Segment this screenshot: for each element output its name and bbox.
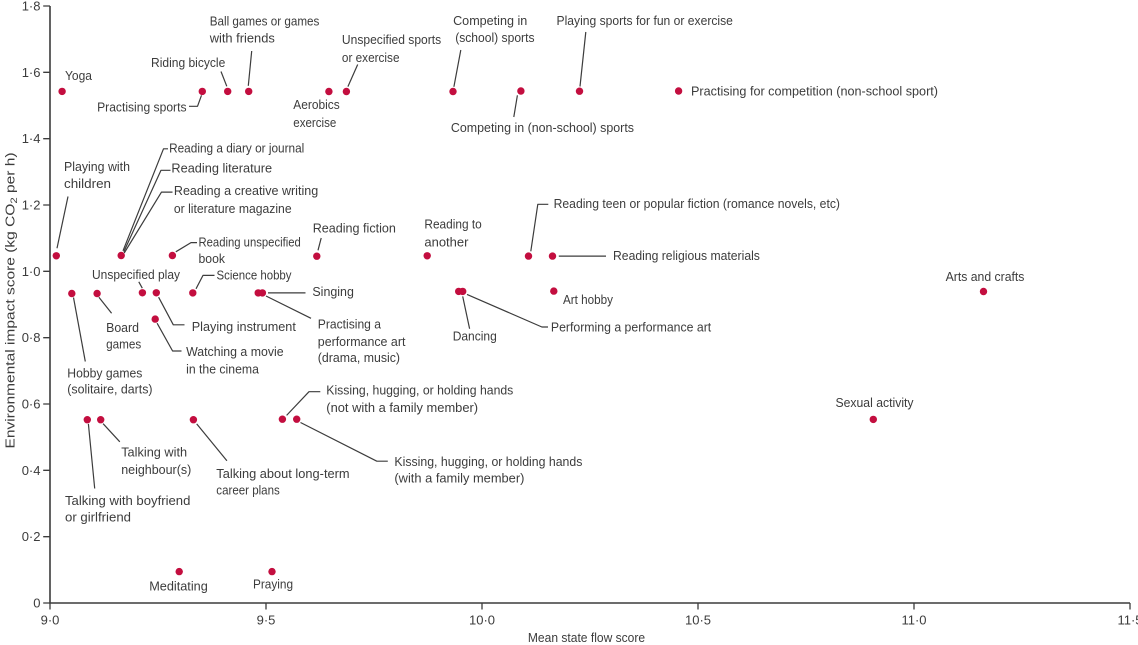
- svg-text:games: games: [106, 337, 142, 352]
- svg-text:Praying: Praying: [253, 577, 293, 592]
- svg-text:Practising sports: Practising sports: [97, 100, 187, 115]
- svg-text:Practising for competition (no: Practising for competition (non-school s…: [691, 84, 938, 99]
- svg-text:1·6: 1·6: [22, 65, 41, 80]
- svg-text:Practising a: Practising a: [318, 316, 382, 331]
- svg-text:11·0: 11·0: [901, 613, 926, 628]
- svg-text:10·0: 10·0: [469, 613, 495, 628]
- svg-text:Reading religious materials: Reading religious materials: [613, 248, 760, 263]
- svg-text:Talking with: Talking with: [121, 445, 187, 460]
- svg-text:0·8: 0·8: [22, 330, 41, 345]
- svg-text:Reading fiction: Reading fiction: [313, 220, 396, 235]
- svg-text:Yoga: Yoga: [65, 68, 93, 83]
- svg-text:0·6: 0·6: [22, 397, 41, 412]
- svg-text:Riding bicycle: Riding bicycle: [151, 55, 225, 70]
- svg-text:Talking about long-term: Talking about long-term: [216, 466, 349, 481]
- svg-text:Hobby games: Hobby games: [67, 366, 143, 381]
- svg-text:Singing: Singing: [312, 284, 354, 299]
- svg-text:Reading to: Reading to: [424, 217, 481, 232]
- svg-text:9·5: 9·5: [257, 613, 276, 628]
- svg-text:Competing in (non-school) spor: Competing in (non-school) sports: [451, 120, 635, 135]
- svg-text:Reading a creative writing: Reading a creative writing: [174, 183, 318, 198]
- svg-text:Ball games or games: Ball games or games: [210, 14, 320, 29]
- svg-text:Kissing, hugging, or holding h: Kissing, hugging, or holding hands: [326, 382, 513, 397]
- svg-text:Science hobby: Science hobby: [217, 268, 292, 283]
- svg-text:Performing a performance art: Performing a performance art: [551, 320, 712, 335]
- svg-text:with friends: with friends: [209, 31, 276, 46]
- svg-text:Meditating: Meditating: [149, 579, 208, 594]
- svg-text:Board: Board: [106, 320, 139, 335]
- svg-text:(drama, music): (drama, music): [318, 350, 400, 365]
- svg-text:(school) sports: (school) sports: [455, 30, 535, 45]
- svg-text:Arts and crafts: Arts and crafts: [946, 269, 1025, 284]
- svg-text:9·0: 9·0: [41, 613, 60, 628]
- svg-text:career plans: career plans: [216, 482, 280, 497]
- svg-text:or girlfriend: or girlfriend: [65, 509, 131, 524]
- svg-text:Sexual activity: Sexual activity: [835, 395, 914, 410]
- svg-text:Unspecified play: Unspecified play: [92, 267, 180, 282]
- svg-text:Kissing, hugging, or holding h: Kissing, hugging, or holding hands: [394, 454, 582, 469]
- svg-text:Talking with boyfriend: Talking with boyfriend: [65, 493, 190, 508]
- svg-text:(not with a family member): (not with a family member): [326, 400, 478, 415]
- svg-text:0·4: 0·4: [22, 463, 41, 478]
- svg-text:Playing sports for fun or exer: Playing sports for fun or exercise: [557, 13, 733, 28]
- svg-text:Aerobics: Aerobics: [293, 97, 340, 112]
- svg-text:1·8: 1·8: [22, 0, 41, 14]
- svg-text:0·2: 0·2: [22, 529, 41, 544]
- svg-text:Watching a movie: Watching a movie: [186, 344, 284, 359]
- svg-text:Mean state flow score: Mean state flow score: [528, 630, 645, 645]
- svg-text:exercise: exercise: [293, 115, 336, 130]
- svg-text:Unspecified sports: Unspecified sports: [342, 32, 442, 47]
- svg-text:Dancing: Dancing: [453, 329, 497, 344]
- svg-text:Art hobby: Art hobby: [563, 292, 613, 307]
- svg-text:another: another: [424, 234, 469, 249]
- svg-text:or exercise: or exercise: [342, 50, 400, 65]
- svg-text:Reading unspecified: Reading unspecified: [199, 235, 301, 250]
- svg-text:in the cinema: in the cinema: [186, 362, 260, 377]
- svg-text:children: children: [64, 176, 111, 191]
- svg-text:book: book: [199, 251, 226, 266]
- svg-text:1·4: 1·4: [22, 131, 41, 146]
- svg-text:10·5: 10·5: [685, 613, 711, 628]
- svg-text:1·0: 1·0: [22, 264, 41, 279]
- svg-text:Playing instrument: Playing instrument: [192, 319, 297, 334]
- svg-text:Reading literature: Reading literature: [171, 161, 272, 176]
- svg-text:or literature magazine: or literature magazine: [174, 201, 292, 216]
- svg-text:Competing in: Competing in: [453, 13, 527, 28]
- svg-text:1·2: 1·2: [22, 198, 41, 213]
- svg-text:Environmental impact score (kg: Environmental impact score (kg CO2 per h…: [3, 153, 21, 449]
- svg-text:performance art: performance art: [318, 334, 406, 349]
- svg-text:Reading a diary or journal: Reading a diary or journal: [169, 141, 304, 156]
- svg-text:(solitaire, darts): (solitaire, darts): [67, 381, 152, 396]
- svg-text:Playing with: Playing with: [64, 159, 130, 174]
- svg-text:0: 0: [33, 596, 40, 611]
- svg-text:neighbour(s): neighbour(s): [121, 462, 191, 477]
- svg-text:Reading teen or popular fictio: Reading teen or popular fiction (romance…: [554, 196, 840, 211]
- svg-text:11·5: 11·5: [1117, 613, 1138, 628]
- svg-text:(with a family member): (with a family member): [394, 470, 524, 485]
